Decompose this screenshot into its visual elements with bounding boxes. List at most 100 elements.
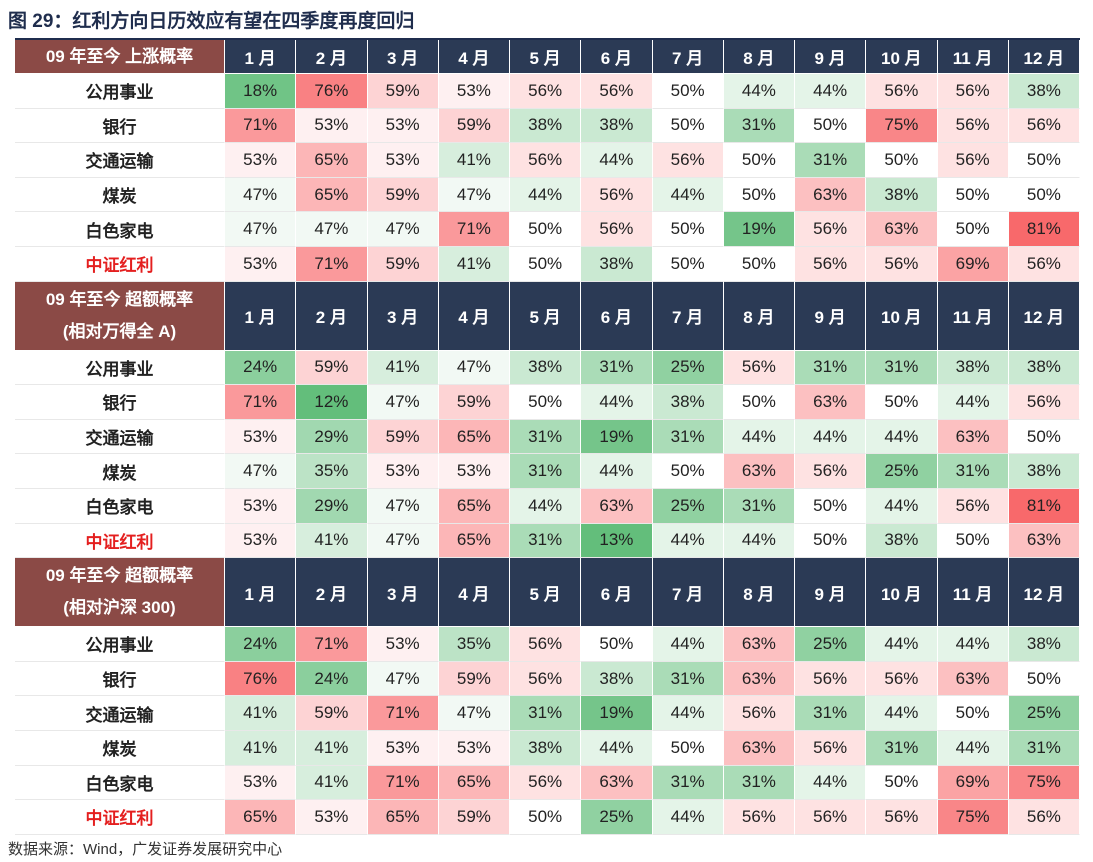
value-cell: 56% (510, 627, 582, 662)
value-cell: 53% (296, 108, 368, 144)
value-cell: 56% (510, 661, 582, 697)
row-label: 煤炭 (15, 177, 225, 213)
value-cell: 53% (296, 800, 368, 835)
value-cell: 47% (296, 212, 368, 247)
value-cell: 41% (296, 731, 368, 766)
month-header: 12 月 (1008, 558, 1080, 628)
month-header: 2 月 (296, 558, 368, 628)
value-cell: 44% (652, 800, 724, 835)
value-cell: 25% (652, 489, 724, 524)
value-cell: 31% (866, 350, 938, 386)
value-cell: 44% (581, 143, 653, 178)
value-cell: 56% (866, 661, 938, 697)
value-cell: 44% (510, 489, 582, 524)
value-cell: 53% (225, 523, 297, 559)
value-cell: 50% (1008, 419, 1080, 455)
value-cell: 75% (937, 800, 1009, 835)
value-cell: 50% (723, 385, 795, 420)
value-cell: 50% (937, 177, 1009, 213)
value-cell: 56% (1008, 385, 1080, 420)
value-cell: 44% (510, 177, 582, 213)
value-cell: 38% (581, 108, 653, 144)
row-label: 交通运输 (15, 696, 225, 731)
value-cell: 65% (367, 800, 439, 835)
value-cell: 44% (581, 454, 653, 489)
value-cell: 56% (1008, 800, 1080, 835)
value-cell: 50% (652, 731, 724, 766)
month-header: 4 月 (438, 40, 510, 74)
header-line: 09 年至今 超额概率 (45, 566, 194, 586)
value-cell: 53% (225, 489, 297, 524)
value-cell: 44% (652, 627, 724, 662)
value-cell: 38% (937, 350, 1009, 386)
value-cell: 53% (367, 627, 439, 662)
value-cell: 63% (723, 661, 795, 697)
value-cell: 31% (723, 108, 795, 144)
value-cell: 53% (367, 143, 439, 178)
value-cell: 38% (1008, 350, 1080, 386)
value-cell: 71% (367, 696, 439, 731)
value-cell: 56% (723, 350, 795, 386)
month-header: 11 月 (937, 281, 1009, 351)
value-cell: 50% (866, 385, 938, 420)
value-cell: 38% (581, 661, 653, 697)
value-cell: 47% (367, 523, 439, 559)
month-header: 8 月 (723, 281, 795, 351)
month-header: 11 月 (937, 558, 1009, 628)
value-cell: 38% (866, 523, 938, 559)
value-cell: 35% (296, 454, 368, 489)
value-cell: 47% (367, 661, 439, 697)
block-header: 09 年至今 超额概率 (相对万得全 A) (15, 281, 225, 351)
value-cell: 41% (225, 731, 297, 766)
value-cell: 69% (937, 765, 1009, 801)
value-cell: 31% (795, 696, 867, 731)
row-label: 白色家电 (15, 212, 225, 247)
row-label: 银行 (15, 108, 225, 144)
value-cell: 71% (225, 385, 297, 420)
value-cell: 63% (937, 419, 1009, 455)
value-cell: 31% (510, 696, 582, 731)
value-cell: 31% (510, 419, 582, 455)
month-header: 8 月 (723, 40, 795, 74)
value-cell: 50% (723, 177, 795, 213)
month-header: 5 月 (510, 558, 582, 628)
value-cell: 53% (438, 731, 510, 766)
row-label: 公用事业 (15, 74, 225, 109)
value-cell: 31% (795, 350, 867, 386)
value-cell: 56% (795, 454, 867, 489)
value-cell: 56% (581, 212, 653, 247)
value-cell: 71% (225, 108, 297, 144)
value-cell: 38% (510, 731, 582, 766)
row-label: 煤炭 (15, 454, 225, 489)
value-cell: 31% (937, 454, 1009, 489)
value-cell: 41% (296, 765, 368, 801)
value-cell: 76% (225, 661, 297, 697)
value-cell: 56% (723, 696, 795, 731)
value-cell: 81% (1008, 489, 1080, 524)
month-header: 7 月 (652, 40, 724, 74)
value-cell: 31% (581, 350, 653, 386)
value-cell: 50% (510, 385, 582, 420)
value-cell: 53% (367, 731, 439, 766)
block-header: 09 年至今 上涨概率 (15, 40, 225, 74)
value-cell: 63% (723, 731, 795, 766)
value-cell: 41% (438, 247, 510, 282)
value-cell: 38% (1008, 454, 1080, 489)
row-label: 公用事业 (15, 350, 225, 386)
month-header: 1 月 (225, 558, 297, 628)
value-cell: 31% (652, 661, 724, 697)
value-cell: 50% (723, 143, 795, 178)
value-cell: 25% (652, 350, 724, 386)
value-cell: 38% (510, 350, 582, 386)
value-cell: 44% (652, 177, 724, 213)
value-cell: 44% (795, 765, 867, 801)
value-cell: 53% (225, 247, 297, 282)
header-line: (相对万得全 A) (62, 321, 177, 341)
value-cell: 29% (296, 489, 368, 524)
value-cell: 47% (438, 696, 510, 731)
source-note: 数据来源：Wind，广发证券发展研究中心 (8, 841, 283, 858)
row-label: 银行 (15, 661, 225, 697)
value-cell: 31% (723, 489, 795, 524)
value-cell: 50% (937, 212, 1009, 247)
value-cell: 56% (510, 74, 582, 109)
